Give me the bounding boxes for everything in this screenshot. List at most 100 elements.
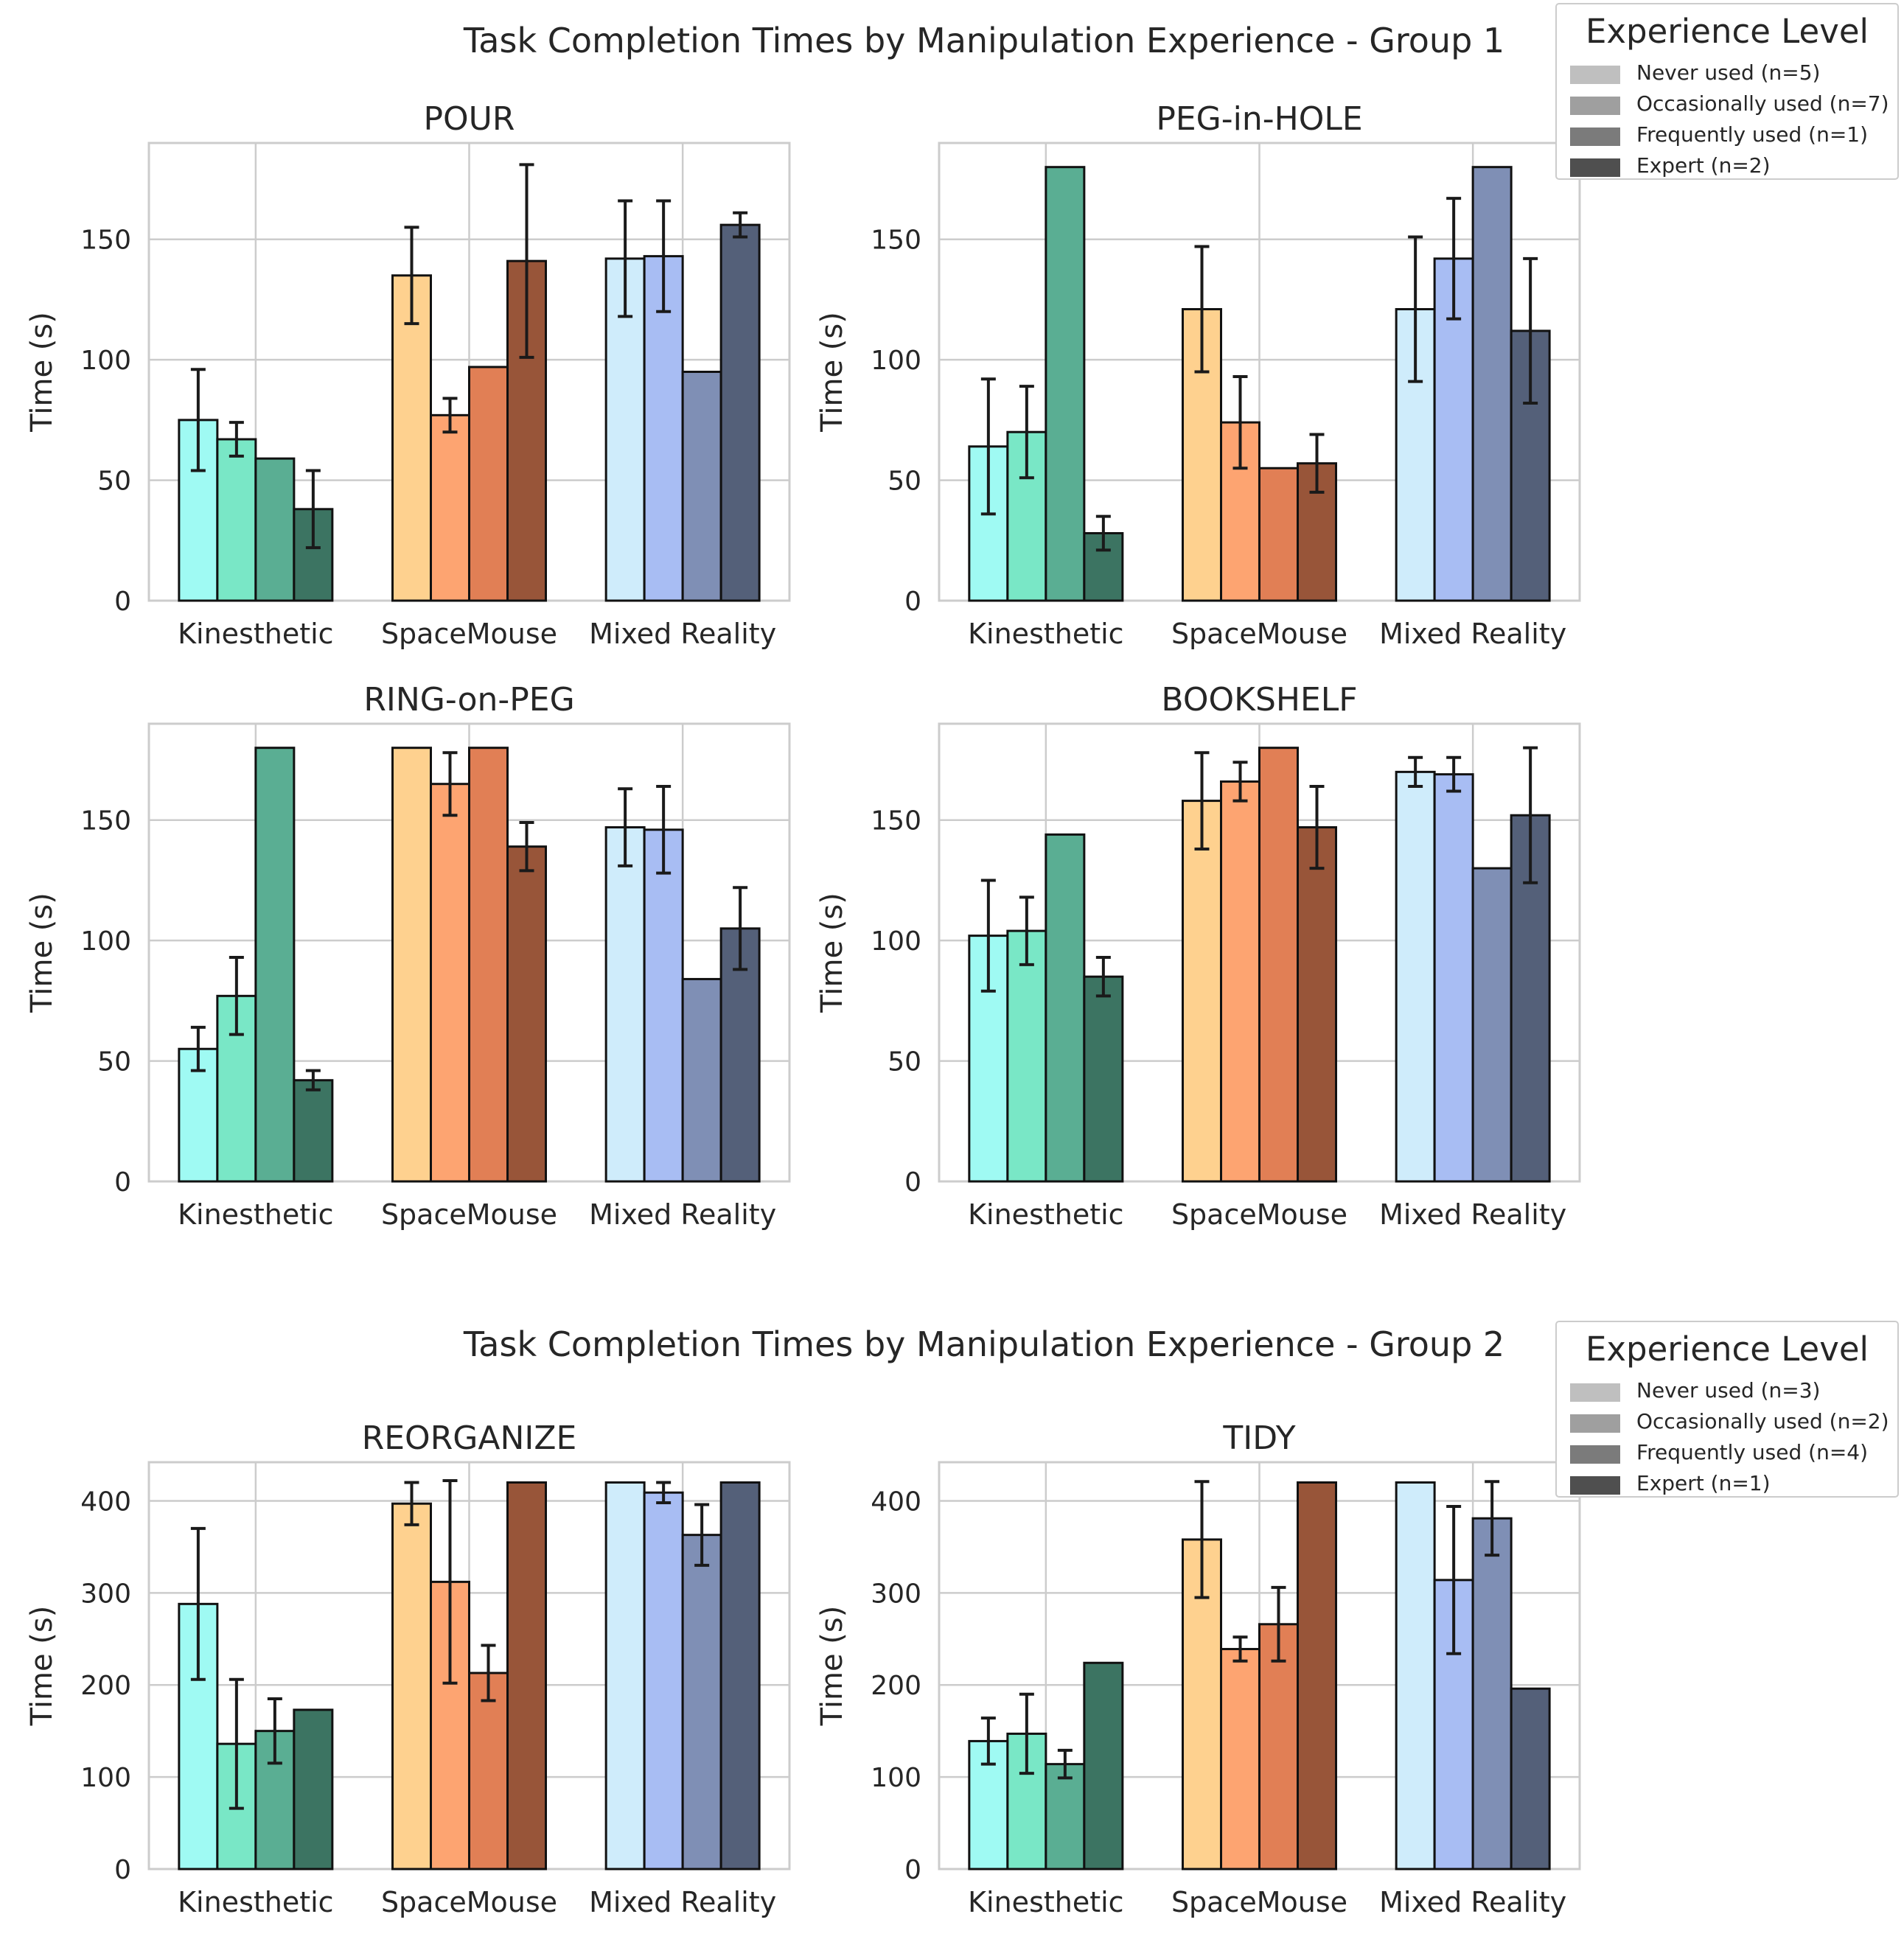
y-tick-label: 150	[871, 226, 921, 256]
y-tick-label: 100	[80, 926, 131, 957]
chart-title: BOOKSHELF	[1161, 681, 1357, 719]
bar-mixed-reality-never-used	[604, 826, 646, 1183]
bar-spacemouse-never-used	[1182, 800, 1222, 1183]
bar-kinesthetic-expert	[1083, 975, 1124, 1183]
y-tick-label: 50	[888, 467, 921, 497]
x-tick-label: Mixed Reality	[589, 1886, 776, 1918]
y-axis-label: Time (s)	[25, 1606, 59, 1727]
bar-spacemouse-frequently-used	[1258, 747, 1299, 1183]
chart-peg-in-hole: 0 50 100 150 Kinesthetic SpaceMouse Mixed Real…	[815, 100, 1581, 650]
chart-title: REORGANIZE	[362, 1419, 577, 1457]
bar-mixed-reality-expert	[1510, 1687, 1551, 1871]
bar-mixed-reality-frequently-used	[1471, 867, 1513, 1183]
legend-swatch	[1570, 128, 1620, 146]
bar-spacemouse-frequently-used	[1258, 467, 1299, 602]
bar-mixed-reality-occasionally-used	[643, 1491, 684, 1871]
y-tick-label: 200	[80, 1671, 131, 1701]
legend-swatch	[1570, 1414, 1620, 1433]
group-2-title: Task Completion Times by Manipulation Ex…	[463, 1324, 1505, 1364]
legend-swatch	[1570, 1445, 1620, 1464]
legend-label: Never used (n=3)	[1636, 1378, 1821, 1403]
x-tick-label: SpaceMouse	[1171, 1886, 1347, 1918]
bar-mixed-reality-never-used	[604, 1481, 646, 1871]
chart-title: TIDY	[1222, 1419, 1295, 1457]
bar-spacemouse-occasionally-used	[430, 783, 470, 1183]
bar-spacemouse-frequently-used	[468, 1672, 509, 1871]
x-tick-label: Mixed Reality	[1379, 1886, 1566, 1918]
bar-spacemouse-expert	[1297, 826, 1337, 1183]
legend-swatch	[1570, 1476, 1620, 1495]
x-tick-label: Mixed Reality	[1379, 1198, 1566, 1231]
legend-title: Experience Level	[1585, 12, 1869, 51]
y-axis-label: Time (s)	[815, 893, 849, 1013]
bar-mixed-reality-frequently-used	[681, 1534, 722, 1871]
bar-kinesthetic-frequently-used	[1045, 166, 1086, 602]
y-axis-label: Time (s)	[25, 893, 59, 1013]
x-tick-label: Kinesthetic	[178, 1886, 333, 1918]
bar-kinesthetic-frequently-used	[254, 457, 296, 602]
x-tick-label: SpaceMouse	[1171, 1198, 1347, 1231]
x-tick-label: Mixed Reality	[589, 1198, 776, 1231]
y-axis-label: Time (s)	[815, 1606, 849, 1727]
legend-label: Frequently used (n=1)	[1636, 122, 1869, 147]
bar-spacemouse-expert	[506, 1481, 547, 1871]
bar-mixed-reality-occasionally-used	[643, 828, 684, 1183]
legend-label: Never used (n=5)	[1636, 60, 1821, 85]
group-1-title: Task Completion Times by Manipulation Ex…	[463, 21, 1505, 60]
y-tick-label: 100	[871, 926, 921, 957]
legend-swatch	[1570, 97, 1620, 115]
x-tick-label: Kinesthetic	[968, 1886, 1123, 1918]
bar-kinesthetic-frequently-used	[1045, 1763, 1086, 1871]
chart-ring-on-peg: 0 50 100 150 Kinesthetic SpaceMouse Mixed Real…	[25, 681, 791, 1231]
y-tick-label: 150	[80, 806, 131, 836]
y-tick-label: 150	[80, 226, 131, 256]
y-tick-label: 300	[80, 1579, 131, 1609]
bar-spacemouse-frequently-used	[468, 747, 509, 1183]
legend-label: Expert (n=1)	[1636, 1471, 1771, 1495]
chart-reorganize: 0 100 200 300 400 Kinesthetic SpaceMouse Mixed …	[25, 1419, 791, 1918]
bar-kinesthetic-frequently-used	[254, 747, 296, 1183]
bar-kinesthetic-expert	[293, 1708, 334, 1871]
y-tick-label: 400	[80, 1487, 131, 1517]
x-tick-label: SpaceMouse	[381, 1886, 557, 1918]
y-tick-label: 100	[871, 1763, 921, 1793]
x-tick-label: Kinesthetic	[968, 1198, 1123, 1231]
y-tick-label: 100	[80, 1763, 131, 1793]
chart-tidy: 0 100 200 300 400 Kinesthetic SpaceMouse Mixed …	[815, 1419, 1581, 1918]
bar-mixed-reality-frequently-used	[1471, 1517, 1513, 1871]
bar-spacemouse-expert	[506, 845, 547, 1183]
chart-bookshelf: 0 50 100 150 Kinesthetic SpaceMouse Mixed Real…	[815, 681, 1581, 1231]
legend-swatch	[1570, 1383, 1620, 1402]
y-tick-label: 300	[871, 1579, 921, 1609]
x-tick-label: Kinesthetic	[178, 1198, 333, 1231]
bar-spacemouse-frequently-used	[468, 366, 509, 602]
chart-pour: 0 50 100 150 Kinesthetic SpaceMouse Mixed Real…	[25, 100, 791, 650]
legend-group-1: Experience Level Never used (n=5) Occasi…	[1555, 3, 1899, 180]
bar-mixed-reality-frequently-used	[681, 977, 722, 1183]
bar-mixed-reality-never-used	[1395, 770, 1436, 1183]
y-tick-label: 400	[871, 1487, 921, 1517]
x-tick-label: SpaceMouse	[1171, 618, 1347, 650]
legend-group-2: Experience Level Never used (n=3) Occasi…	[1555, 1321, 1899, 1498]
y-tick-label: 0	[904, 1167, 921, 1198]
legend-swatch	[1570, 158, 1620, 177]
y-tick-label: 50	[888, 1047, 921, 1077]
y-tick-label: 50	[97, 1047, 131, 1077]
bar-spacemouse-never-used	[391, 1502, 432, 1871]
y-tick-label: 0	[114, 1855, 131, 1885]
y-tick-label: 100	[871, 346, 921, 376]
bar-kinesthetic-occasionally-used	[216, 438, 257, 602]
y-tick-label: 0	[114, 587, 131, 617]
x-tick-label: Mixed Reality	[589, 618, 776, 650]
bar-mixed-reality-frequently-used	[1471, 166, 1513, 602]
bar-spacemouse-never-used	[391, 747, 432, 1183]
y-tick-label: 50	[97, 467, 131, 497]
x-tick-label: Kinesthetic	[968, 618, 1123, 650]
bar-kinesthetic-expert	[1083, 1661, 1124, 1871]
x-tick-label: SpaceMouse	[381, 1198, 557, 1231]
bar-spacemouse-occasionally-used	[1220, 1648, 1260, 1871]
bar-kinesthetic-occasionally-used	[1006, 929, 1047, 1183]
legend-label: Occasionally used (n=7)	[1636, 91, 1889, 116]
chart-title: RING-on-PEG	[363, 681, 574, 719]
